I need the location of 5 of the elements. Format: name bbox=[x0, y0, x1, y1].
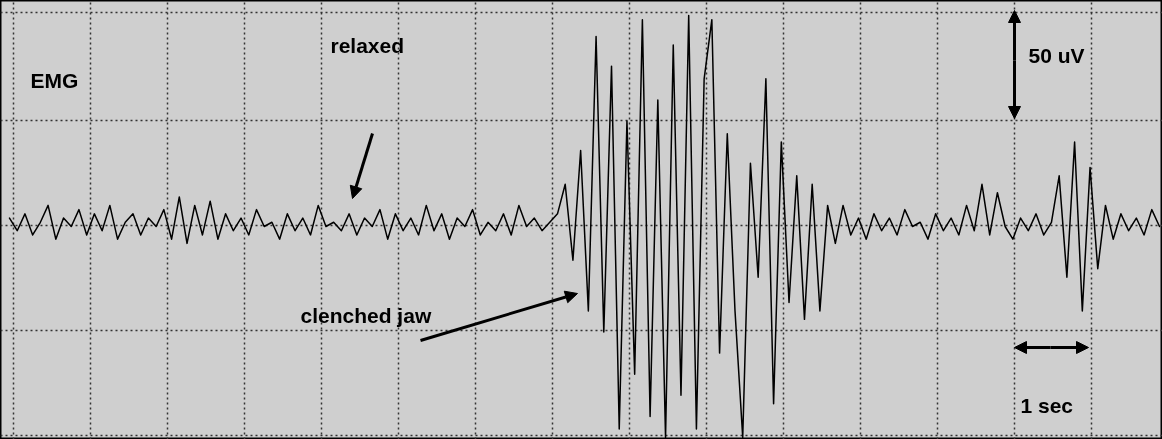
annotation: EMG bbox=[30, 69, 79, 92]
annotation: clenched jaw bbox=[300, 304, 432, 327]
annotation: relaxed bbox=[330, 34, 405, 57]
annotation: 1 sec bbox=[1020, 394, 1074, 417]
annotation: 50 uV bbox=[1028, 44, 1085, 67]
